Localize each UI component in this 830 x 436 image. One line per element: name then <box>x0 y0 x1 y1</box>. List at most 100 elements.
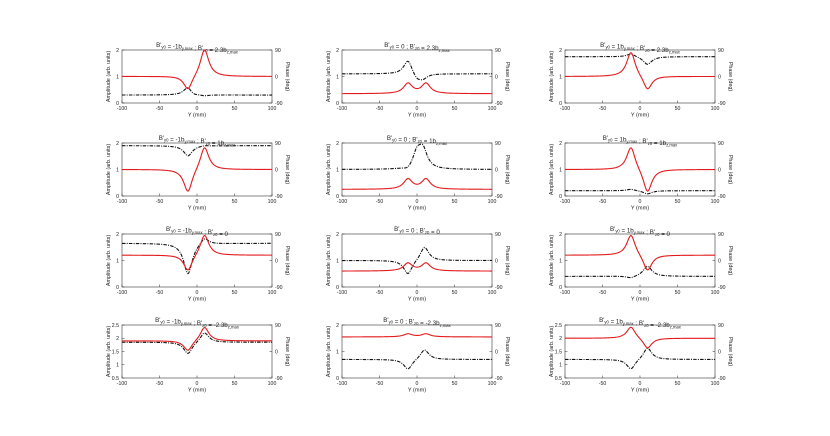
x-tick-label: -100 <box>560 381 570 387</box>
x-tick-label: 50 <box>232 199 238 205</box>
y-tick-label: 0 <box>559 194 562 200</box>
phase-tick-label: 90 <box>718 232 724 238</box>
series-amplitude-line <box>342 82 492 95</box>
x-tick-label: -100 <box>117 106 127 112</box>
ylabel-phase: Phase (deg) <box>727 155 733 185</box>
x-tick-label: -50 <box>599 290 607 296</box>
y-tick-label: 2 <box>336 141 339 147</box>
x-tick-label: -100 <box>337 381 347 387</box>
y-tick-label: 0 <box>116 285 119 291</box>
phase-tick-label: -90 <box>495 101 503 107</box>
y-tick-label: 1 <box>559 167 562 173</box>
y-tick-label: 0 <box>336 285 339 291</box>
panel-title: B'y0 = 0 ; B'z0 = 2.3bz,max <box>384 42 450 53</box>
panel-title: B'y0 = 1by,max ; B'z0 = -2.3bz,max <box>599 317 682 329</box>
series-phase-line <box>121 238 272 275</box>
phase-tick-label: 90 <box>275 323 281 329</box>
ylabel-phase: Phase (deg) <box>504 62 510 92</box>
x-tick-label: -50 <box>599 199 607 205</box>
x-tick-label: -100 <box>337 290 347 296</box>
xlabel: Y (mm) <box>408 206 426 212</box>
phase-tick-label: 0 <box>275 349 278 355</box>
plot-frame <box>564 324 716 379</box>
y-tick-label: 1 <box>116 74 119 80</box>
panel-r4c3: B'y0 = 1by,max ; B'z0 = -2.3bz,max 0.5 1 1.… <box>549 317 733 394</box>
panel-r4c2: B'y0 = 0 ; B'z0 = -2.3bz,max 0 1 2 90 0 -90 -10… <box>326 317 510 394</box>
plot-frame <box>341 49 493 104</box>
ylabel-amplitude: Amplitude (arb. units) <box>326 144 332 195</box>
y-tick-label: 1 <box>559 363 562 369</box>
x-tick-label: 0 <box>639 199 642 205</box>
ylabel-amplitude: Amplitude (arb. units) <box>326 326 332 377</box>
y-tick-label: 1 <box>116 167 119 173</box>
ylabel-phase: Phase (deg) <box>284 246 290 276</box>
phase-tick-label: 90 <box>718 48 724 54</box>
x-tick-label: -50 <box>156 106 164 112</box>
panel-r4c1: B'y0 = -1by,max ; B'z0 = -2.3bz,max 0.5 1 1… <box>106 317 290 394</box>
x-tick-label: 0 <box>196 106 199 112</box>
ylabel-amplitude: Amplitude (arb. units) <box>326 51 332 102</box>
phase-tick-label: 0 <box>495 349 498 355</box>
x-tick-label: 0 <box>639 290 642 296</box>
series-amplitude-line <box>565 326 715 349</box>
x-tick-label: -50 <box>156 381 164 387</box>
ylabel-amplitude: Amplitude (arb. units) <box>106 144 112 195</box>
panel-title: B'y0 = 0 ; B'z0 = 0 <box>394 226 440 236</box>
y-tick-label: 1 <box>336 349 339 355</box>
panel-r3c3: B'y0 = 1by,max ; B'z0 = 0 0 1 2 90 0 -90 -100 -5… <box>549 226 733 303</box>
x-tick-label: 50 <box>232 381 238 387</box>
xlabel: Y (mm) <box>631 206 649 212</box>
phase-tick-label: -90 <box>495 285 503 291</box>
phase-tick-label: 90 <box>495 141 501 147</box>
series-amplitude-line <box>121 147 272 192</box>
series-phase-line <box>565 188 715 195</box>
panel-r3c2: B'y0 = 0 ; B'z0 = 0 0 1 2 90 0 -90 -100 -50 0 50 10… <box>326 226 510 303</box>
panel-title: B'y0 = -1by,max ; B'z0 = 0 <box>166 226 229 238</box>
y-tick-label: 0 <box>336 194 339 200</box>
xlabel: Y (mm) <box>631 388 649 394</box>
x-tick-label: 50 <box>675 290 681 296</box>
series-phase-line <box>342 246 492 275</box>
y-tick-label: 0 <box>116 194 119 200</box>
phase-tick-label: 90 <box>275 48 281 54</box>
x-tick-label: 0 <box>416 290 419 296</box>
plot-frame <box>341 324 493 379</box>
x-tick-label: 100 <box>268 290 277 296</box>
x-tick-label: 50 <box>452 290 458 296</box>
y-tick-label: 0.5 <box>112 376 119 382</box>
panel-title: B'y0 = -1by,max ; B'z0 = -2.3bz,max <box>155 317 240 329</box>
series-phase-line <box>341 143 492 170</box>
x-tick-label: 100 <box>488 290 497 296</box>
series-phase-line <box>122 332 272 354</box>
x-tick-label: 100 <box>711 106 720 112</box>
xlabel: Y (mm) <box>188 113 206 119</box>
plot-frame <box>121 324 273 379</box>
panel-title: B'y0 = 1by,max ; B'z0 = 0 <box>610 226 671 238</box>
x-tick-label: 50 <box>675 106 681 112</box>
panel-r1c1: B'y0 = -1by,max ; B'z0 = 2.3bz,max 0 1 2 90 0… <box>106 42 290 119</box>
y-tick-label: 2 <box>559 141 562 147</box>
y-tick-label: 0.5 <box>555 376 562 382</box>
series-amplitude-line <box>342 262 492 272</box>
y-tick-label: 1 <box>559 258 562 264</box>
y-tick-label: 2 <box>336 323 339 329</box>
ylabel-amplitude: Amplitude (arb. units) <box>106 235 112 286</box>
y-tick-label: 2 <box>559 232 562 238</box>
y-tick-label: 0 <box>559 285 562 291</box>
x-tick-label: -100 <box>560 290 570 296</box>
y-tick-label: 2 <box>116 141 119 147</box>
series-amplitude-line <box>122 49 272 90</box>
x-tick-label: 0 <box>639 381 642 387</box>
ylabel-phase: Phase (deg) <box>504 337 510 367</box>
phase-tick-label: 0 <box>718 167 721 173</box>
xlabel: Y (mm) <box>408 113 426 119</box>
panel-r1c2: B'y0 = 0 ; B'z0 = 2.3bz,max 0 1 2 90 0 -90 -100… <box>326 42 510 119</box>
phase-tick-label: -90 <box>275 376 283 382</box>
series-amplitude-line <box>122 234 272 271</box>
ylabel-phase: Phase (deg) <box>504 246 510 276</box>
phase-tick-label: 90 <box>495 323 501 329</box>
y-tick-label: 2 <box>559 48 562 54</box>
y-tick-label: 1 <box>336 74 339 80</box>
x-tick-label: 0 <box>196 290 199 296</box>
